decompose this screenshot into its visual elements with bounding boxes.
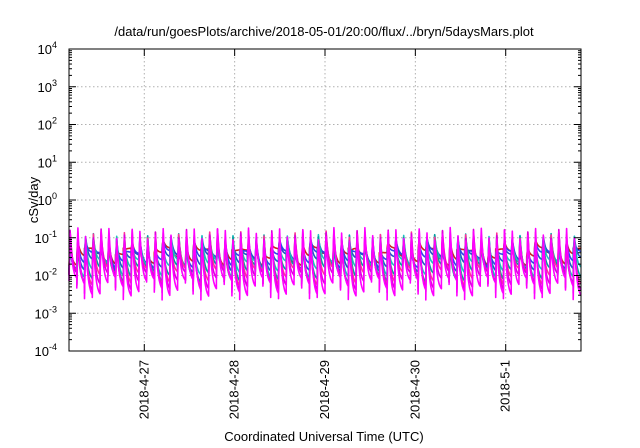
y-axis-title: cSv/day <box>26 176 41 223</box>
series-layer <box>68 226 582 301</box>
x-tick-label: 2018-5-1 <box>498 360 513 412</box>
x-tick-label: 2018-4-27 <box>136 360 151 419</box>
y-tick-labels: 10-4 10-3 10-2 10-1 100 101 102 103 104 <box>35 40 57 359</box>
grid-lines <box>69 49 581 351</box>
series-line <box>68 226 582 301</box>
y-tick-label: 100 <box>38 191 57 208</box>
chart-title: /data/run/goesPlots/archive/2018-05-01/2… <box>114 24 534 39</box>
x-tick-labels: 2018-4-27 2018-4-28 2018-4-29 2018-4-30 2018… <box>136 360 512 419</box>
x-axis-title: Coordinated Universal Time (UTC) <box>224 429 423 444</box>
y-tick-label: 10-2 <box>35 267 57 284</box>
ticks <box>69 48 581 352</box>
x-tick-label: 2018-4-28 <box>227 360 242 419</box>
y-tick-label: 102 <box>38 116 57 133</box>
y-tick-label: 104 <box>38 40 57 57</box>
y-tick-label: 10-4 <box>35 342 57 359</box>
x-tick-label: 2018-4-29 <box>317 360 332 419</box>
x-tick-label: 2018-4-30 <box>407 360 422 419</box>
y-tick-label: 103 <box>38 78 57 95</box>
y-tick-label: 10-3 <box>35 304 57 321</box>
y-tick-label: 10-1 <box>35 229 57 246</box>
y-tick-label: 101 <box>38 153 57 170</box>
